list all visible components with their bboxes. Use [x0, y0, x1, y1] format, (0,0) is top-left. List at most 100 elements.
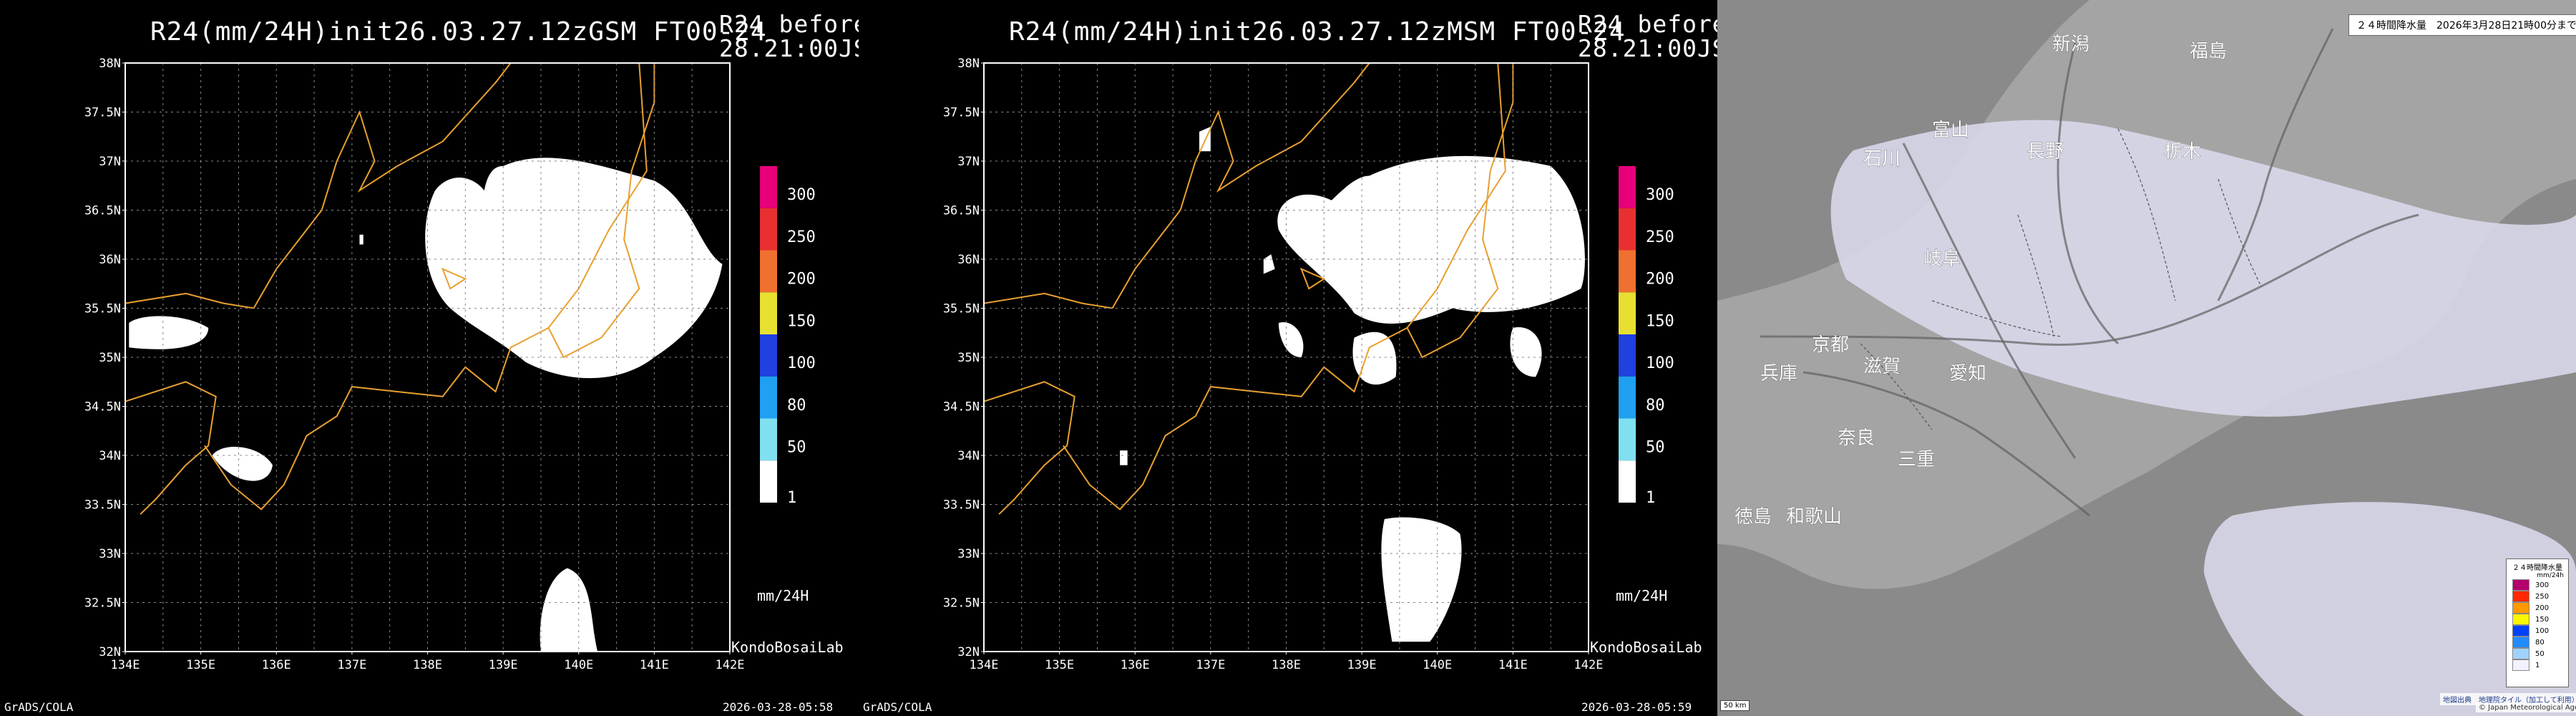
gsm-lon-tick-label: 135E: [186, 658, 215, 672]
jma-prefecture-border: [1931, 300, 2062, 337]
jma-road: [1760, 213, 2419, 347]
msm-colorbar-label: 100: [1646, 354, 1674, 372]
msm-rain-area: [1263, 254, 1275, 274]
msm-lon-tick-label: 135E: [1045, 658, 1074, 672]
gsm-lon-tick-label: 137E: [337, 658, 366, 672]
jma-road: [2217, 28, 2334, 301]
gsm-lat-tick-label: 33.5N: [84, 498, 121, 513]
gsm-colorbar-label: 250: [787, 228, 816, 246]
gsm-title-right-2: 28.21:00JST: [719, 34, 884, 62]
msm-lab-label: KondoBosaiLab: [1590, 639, 1702, 656]
gsm-rain-area: [540, 568, 598, 652]
msm-lat-tick-label: 34N: [957, 449, 980, 463]
msm-unit: mm/24H: [1616, 587, 1668, 604]
msm-lat-tick-label: 37N: [957, 155, 980, 169]
msm-colorbar-segment: [1619, 418, 1636, 461]
jma-legend-swatch: [2512, 659, 2529, 671]
gsm-lon-tick-label: 136E: [262, 658, 291, 672]
msm-lon-tick-label: 138E: [1272, 658, 1301, 672]
gsm-colorbar-label: 200: [787, 271, 816, 289]
jma-legend-row: 250: [2507, 591, 2568, 602]
msm-lat-tick-label: 34.5N: [943, 400, 980, 415]
jma-place-label: 三重: [1898, 449, 1935, 470]
jma-legend-label: 100: [2535, 626, 2550, 635]
gsm-coastline: [125, 62, 655, 515]
jma-place-label: 和歌山: [1786, 506, 1842, 528]
jma-prefecture-border: [2017, 214, 2054, 337]
msm-lat-tick-label: 33.5N: [943, 498, 980, 513]
jma-legend-label: 80: [2535, 638, 2545, 647]
msm-lon-tick-label: 139E: [1347, 658, 1377, 672]
gsm-lat-tick-label: 34.5N: [84, 400, 121, 415]
msm-lat-tick-label: 35N: [957, 351, 980, 365]
msm-rain-area: [1554, 249, 1578, 279]
gsm-unit: mm/24H: [757, 587, 809, 604]
gsm-lat-tick-label: 37.5N: [84, 106, 121, 120]
jma-legend-row: 150: [2507, 614, 2568, 625]
jma-map-credit[interactable]: 地図出典 地理院タイル（加工して利用）: [2440, 693, 2576, 705]
jma-place-label: 長野: [2026, 141, 2064, 163]
jma-legend-label: 50: [2535, 649, 2545, 658]
gsm-colorbar-segment: [760, 292, 777, 334]
jma-legend-row: 80: [2507, 637, 2568, 648]
gsm-lat-tick-label: 38N: [99, 57, 121, 71]
msm-colorbar-label: 80: [1646, 397, 1665, 415]
gsm-colorbar-label: 1: [787, 489, 796, 507]
msm-title: R24(mm/24H)init26.03.27.12zMSM FT00-24: [1009, 17, 1626, 47]
jma-legend-row: 50: [2507, 648, 2568, 659]
jma-place-label: 奈良: [1838, 427, 1875, 449]
msm-lat-tick-label: 38N: [957, 57, 980, 71]
jma-place-label: 福島: [2190, 41, 2227, 62]
gsm-lon-tick-label: 139E: [489, 658, 518, 672]
jma-legend: ２４時間降水量 mm/24h 300 250 200 150 100 80 50 1: [2506, 558, 2569, 687]
gsm-lat-tick-label: 33N: [99, 547, 121, 561]
jma-place-label: 岐阜: [1923, 248, 1961, 270]
msm-lat-tick-label: 36.5N: [943, 204, 980, 218]
jma-header: ２４時間降水量 2026年3月28日21時00分まで: [2348, 14, 2576, 36]
gsm-title-right-1: R24 before: [719, 10, 869, 38]
jma-legend-rows: 300 250 200 150 100 80 50 1: [2507, 579, 2568, 671]
jma-road: [2057, 42, 2119, 345]
msm-rain-area: [1510, 327, 1542, 377]
msm-colorbar-label: 250: [1646, 228, 1674, 246]
jma-map-panel: 新潟 福島 富山 長野 石川 栃木 岐阜 京都 滋賀 愛知 兵庫 奈良 三重 和歌山 徳島 ２４時間降水量 …: [1717, 0, 2576, 716]
gsm-colorbar-segment: [760, 460, 777, 503]
gsm-lon-tick-label: 142E: [716, 658, 745, 672]
gsm-colorbar-label: 100: [787, 354, 816, 372]
msm-colorbar-label: 300: [1646, 186, 1674, 204]
jma-place-label: 愛知: [1949, 363, 1986, 384]
gsm-lat-tick-label: 34N: [99, 449, 121, 463]
gsm-lat-tick-label: 37N: [99, 155, 121, 169]
msm-map-panel: R24(mm/24H)init26.03.27.12zMSM FT00-24 R…: [859, 0, 1742, 716]
gsm-credit-left: GrADS/COLA: [4, 700, 74, 714]
msm-colorbar-segment: [1619, 334, 1636, 377]
gsm-lon-tick-label: 134E: [111, 658, 140, 672]
msm-lon-tick-label: 134E: [970, 658, 999, 672]
msm-colorbar-label: 200: [1646, 271, 1674, 289]
msm-lon-tick-label: 136E: [1121, 658, 1150, 672]
gsm-map-panel: R24(mm/24H)init26.03.27.12zGSM FT00-24 R…: [0, 0, 883, 716]
gsm-colorbar-segment: [760, 208, 777, 251]
msm-rain-area: [1381, 517, 1462, 642]
jma-legend-swatch: [2512, 648, 2529, 659]
gsm-lon-tick-label: 138E: [413, 658, 442, 672]
jma-legend-swatch: [2512, 602, 2529, 614]
jma-legend-swatch: [2512, 591, 2529, 602]
jma-prefecture-border: [2218, 178, 2262, 287]
gsm-colorbar-segment: [760, 376, 777, 419]
gsm-map: 38N 37.5N 37N 36.5N 36N 35.5N 35N 34.5N 34N 33.5N…: [84, 57, 816, 672]
gsm-colorbar-label: 50: [787, 439, 806, 457]
msm-rain-area: [1352, 332, 1397, 385]
msm-credit-left: GrADS/COLA: [863, 700, 932, 714]
gsm-lat-tick-label: 35N: [99, 351, 121, 365]
msm-rain-area: [1120, 450, 1128, 465]
msm-title-right-2: 28.21:00JST: [1578, 34, 1742, 62]
gsm-lat-tick-label: 35.5N: [84, 302, 121, 316]
jma-legend-swatch: [2512, 625, 2529, 637]
msm-colorbar-segment: [1619, 292, 1636, 334]
msm-lat-tick-label: 33N: [957, 547, 980, 561]
gsm-credit-right: 2026-03-28-05:58: [723, 700, 834, 714]
msm-lat-tick-label: 32N: [957, 645, 980, 659]
msm-lat-tick-label: 35.5N: [943, 302, 980, 316]
